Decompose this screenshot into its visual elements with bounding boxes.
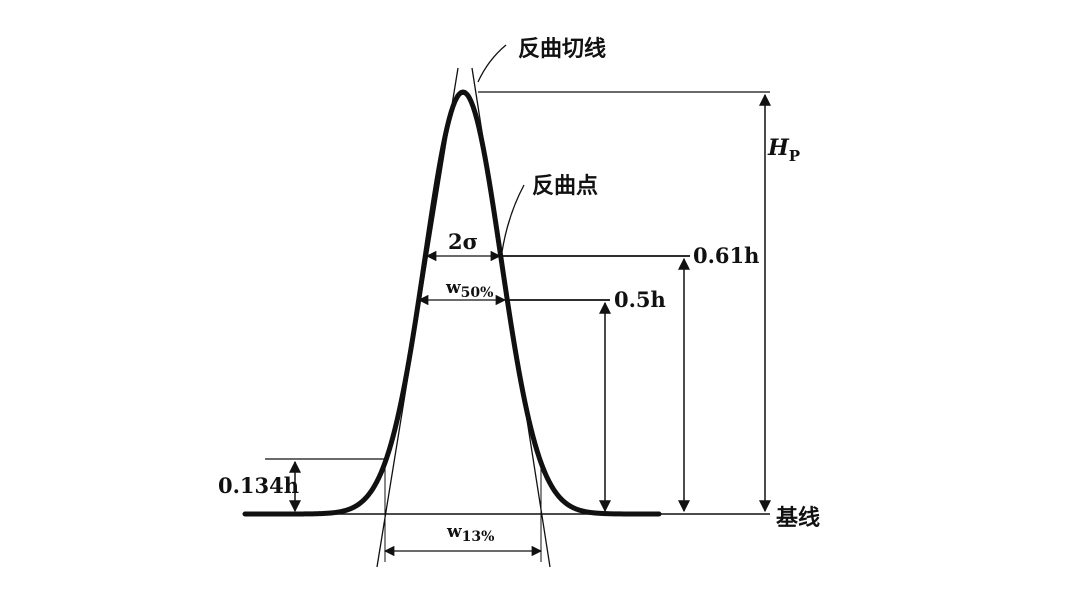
right-inflection-tangent xyxy=(471,67,551,568)
w13-symbol: w xyxy=(446,522,462,542)
peak-curve xyxy=(242,89,662,517)
peak-height-symbol: H xyxy=(767,135,790,161)
inflection-leader-line xyxy=(501,184,525,253)
level-0134-label: 0.134h xyxy=(218,473,299,498)
baseline-label: 基线 xyxy=(776,505,820,531)
w13-subscript: 13% xyxy=(462,529,495,545)
level-05-label: 0.5h xyxy=(614,287,666,312)
two-sigma-label: 2σ xyxy=(448,229,478,254)
tangent-leader-line xyxy=(477,44,507,83)
w13-label: w13% xyxy=(446,522,494,545)
inflection-tangent-label: 反曲切线 xyxy=(518,36,606,62)
peak-height-subscript: P xyxy=(789,147,800,165)
inflection-point-label: 反曲点 xyxy=(532,173,598,199)
left-inflection-tangent xyxy=(376,67,459,568)
w50-symbol: w xyxy=(445,278,461,298)
peak-height-label: HP xyxy=(767,135,800,165)
level-061-label: 0.61h xyxy=(693,243,759,268)
w50-subscript: 50% xyxy=(461,285,494,301)
w50-label: w50% xyxy=(445,278,493,301)
